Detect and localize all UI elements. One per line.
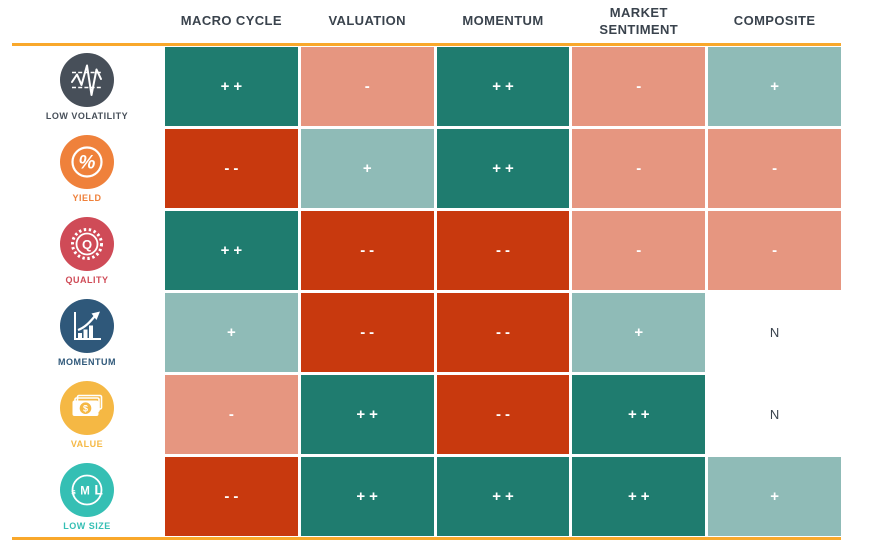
rating-cell: + <box>708 457 841 536</box>
svg-text:Q: Q <box>82 237 92 252</box>
factor-label: LOW VOLATILITY <box>45 110 129 121</box>
factor-row-quality: Q QUALITY <box>12 211 162 290</box>
bar-chart-arrow-icon <box>60 298 114 353</box>
rating-cell: ++ <box>436 129 570 208</box>
rating-cell: ++ <box>572 457 706 536</box>
rating-cell: ++ <box>300 457 434 536</box>
rating-cell: - <box>300 47 434 126</box>
factor-row-value: $ VALUE <box>12 375 162 454</box>
rating-cell: + <box>165 293 298 372</box>
bottom-divider-line <box>12 537 841 540</box>
factor-label: YIELD <box>72 192 102 203</box>
rating-cell: -- <box>300 293 434 372</box>
factor-row-momentum: MOMENTUM <box>12 293 162 372</box>
rating-cell: - <box>572 211 706 290</box>
rating-cell: - <box>572 47 706 126</box>
top-divider-line <box>12 43 841 46</box>
rating-cell: N <box>708 375 841 454</box>
quality-seal-icon: Q <box>60 216 114 271</box>
factor-row-low-size: s M L LOW SIZE <box>12 457 162 536</box>
rating-cell: - <box>165 375 298 454</box>
factor-label: MOMENTUM <box>58 356 116 367</box>
rating-cell: -- <box>300 211 434 290</box>
factor-label: QUALITY <box>65 274 109 285</box>
rating-cell: ++ <box>436 457 570 536</box>
matrix-table: MACRO CYCLE VALUATION MOMENTUM MARKET SE… <box>12 0 841 540</box>
rating-cell: ++ <box>300 375 434 454</box>
rating-cell: ++ <box>572 375 706 454</box>
column-header-macro-cycle: MACRO CYCLE <box>180 13 282 29</box>
percent-icon: % <box>60 134 114 189</box>
factor-row-low-volatility: LOW VOLATILITY <box>12 47 162 126</box>
matrix-header-row: MACRO CYCLE VALUATION MOMENTUM MARKET SE… <box>12 0 841 43</box>
factor-label: VALUE <box>70 438 104 449</box>
column-header-composite: COMPOSITE <box>733 13 816 29</box>
rating-cell: -- <box>436 375 570 454</box>
factor-label: LOW SIZE <box>63 520 111 531</box>
matrix-body: LOW VOLATILITY ++ - ++ - + % YIELD -- + … <box>12 47 841 536</box>
rating-cell: -- <box>165 129 298 208</box>
rating-cell: ++ <box>165 211 298 290</box>
rating-cell: - <box>572 129 706 208</box>
rating-cell: N <box>708 293 841 372</box>
column-header-momentum: MOMENTUM <box>462 13 544 29</box>
rating-cell: + <box>708 47 841 126</box>
column-header-valuation: VALUATION <box>328 13 406 29</box>
rating-cell: ++ <box>165 47 298 126</box>
rating-cell: - <box>708 129 841 208</box>
size-sml-icon: s M L <box>60 462 114 517</box>
svg-text:$: $ <box>83 403 88 413</box>
rating-cell: -- <box>436 293 570 372</box>
rating-cell: -- <box>436 211 570 290</box>
svg-text:s M L: s M L <box>71 481 103 498</box>
rating-cell: -- <box>165 457 298 536</box>
rating-cell: ++ <box>436 47 570 126</box>
factor-row-yield: % YIELD <box>12 129 162 208</box>
rating-cell: + <box>300 129 434 208</box>
svg-text:%: % <box>79 152 96 173</box>
volatility-wave-icon <box>60 52 114 107</box>
rating-cell: - <box>708 211 841 290</box>
column-header-market-sentiment: MARKET SENTIMENT <box>599 5 679 37</box>
banknotes-icon: $ <box>60 380 114 435</box>
rating-cell: + <box>572 293 706 372</box>
